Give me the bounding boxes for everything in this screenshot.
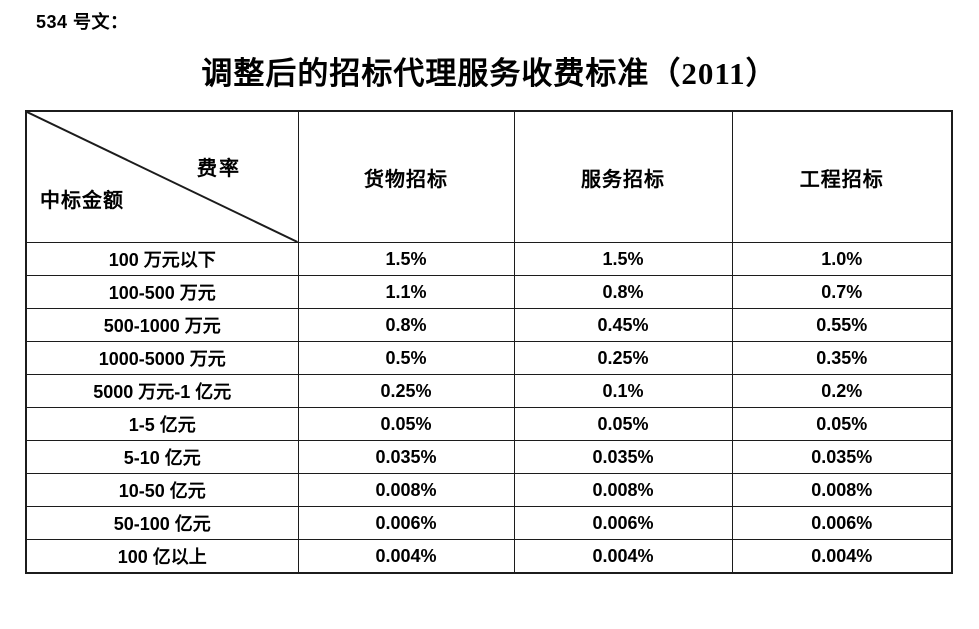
table-row: 500-1000 万元 0.8% 0.45% 0.55% <box>25 308 953 342</box>
cell-value: 1.1% <box>297 275 515 309</box>
table-row: 50-100 亿元 0.006% 0.006% 0.006% <box>25 506 953 540</box>
cell-value: 0.2% <box>731 374 953 408</box>
row-label: 1-5 亿元 <box>25 407 299 441</box>
table-row: 100-500 万元 1.1% 0.8% 0.7% <box>25 275 953 309</box>
cell-value: 0.008% <box>513 473 733 507</box>
cell-value: 0.004% <box>513 539 733 574</box>
cell-value: 0.008% <box>297 473 515 507</box>
row-label: 100 万元以下 <box>25 242 299 276</box>
table-row: 100 万元以下 1.5% 1.5% 1.0% <box>25 242 953 276</box>
cell-value: 0.35% <box>731 341 953 375</box>
cell-value: 0.05% <box>297 407 515 441</box>
row-label: 50-100 亿元 <box>25 506 299 540</box>
diagonal-divider-line <box>27 112 298 242</box>
table-row: 5-10 亿元 0.035% 0.035% 0.035% <box>25 440 953 474</box>
cell-value: 0.1% <box>513 374 733 408</box>
cell-value: 0.25% <box>513 341 733 375</box>
cell-value: 0.8% <box>297 308 515 342</box>
corner-label-rate: 费率 <box>197 158 241 180</box>
cell-value: 0.035% <box>731 440 953 474</box>
column-header-goods-bidding: 货物招标 <box>297 110 515 243</box>
document-ref-label: 534 号文： <box>36 12 129 32</box>
fee-rate-table: 费率 中标金额 货物招标 服务招标 工程招标 100 万元以下 1.5% 1.5… <box>25 110 953 574</box>
row-label: 5-10 亿元 <box>25 440 299 474</box>
table-row: 1000-5000 万元 0.5% 0.25% 0.35% <box>25 341 953 375</box>
cell-value: 0.006% <box>731 506 953 540</box>
cell-value: 0.7% <box>731 275 953 309</box>
cell-value: 0.05% <box>731 407 953 441</box>
table-header-row: 费率 中标金额 货物招标 服务招标 工程招标 <box>25 110 953 243</box>
row-label: 100 亿以上 <box>25 539 299 574</box>
page-title: 调整后的招标代理服务收费标准（2011） <box>201 56 778 91</box>
cell-value: 1.5% <box>513 242 733 276</box>
cell-value: 0.05% <box>513 407 733 441</box>
column-header-service-bidding: 服务招标 <box>513 110 733 243</box>
cell-value: 0.25% <box>297 374 515 408</box>
corner-label-bid-amount: 中标金额 <box>40 190 124 212</box>
table-row: 100 亿以上 0.004% 0.004% 0.004% <box>25 539 953 574</box>
cell-value: 1.0% <box>731 242 953 276</box>
cell-value: 0.45% <box>513 308 733 342</box>
cell-value: 0.035% <box>297 440 515 474</box>
cell-value: 0.55% <box>731 308 953 342</box>
row-label: 10-50 亿元 <box>25 473 299 507</box>
table-row: 10-50 亿元 0.008% 0.008% 0.008% <box>25 473 953 507</box>
cell-value: 0.004% <box>731 539 953 574</box>
row-label: 1000-5000 万元 <box>25 341 299 375</box>
cell-value: 0.006% <box>513 506 733 540</box>
table-row: 5000 万元-1 亿元 0.25% 0.1% 0.2% <box>25 374 953 408</box>
table-row: 1-5 亿元 0.05% 0.05% 0.05% <box>25 407 953 441</box>
diagonal-corner-cell: 费率 中标金额 <box>25 110 299 243</box>
cell-value: 1.5% <box>297 242 515 276</box>
cell-value: 0.8% <box>513 275 733 309</box>
row-label: 500-1000 万元 <box>25 308 299 342</box>
cell-value: 0.035% <box>513 440 733 474</box>
row-label: 5000 万元-1 亿元 <box>25 374 299 408</box>
cell-value: 0.5% <box>297 341 515 375</box>
column-header-engineering-bidding: 工程招标 <box>731 110 953 243</box>
cell-value: 0.006% <box>297 506 515 540</box>
cell-value: 0.004% <box>297 539 515 574</box>
row-label: 100-500 万元 <box>25 275 299 309</box>
cell-value: 0.008% <box>731 473 953 507</box>
